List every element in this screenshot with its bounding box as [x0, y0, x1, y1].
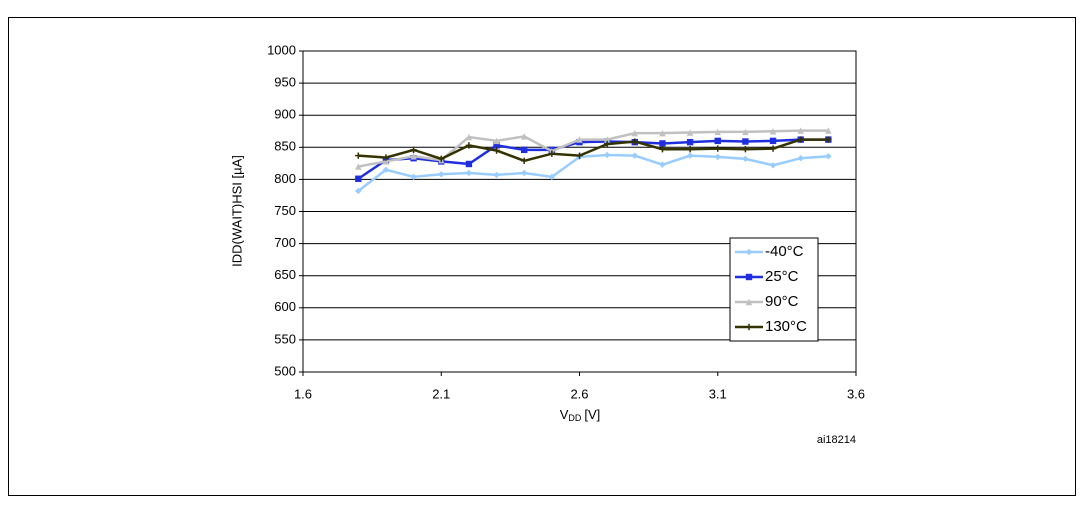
- marker: [521, 157, 528, 164]
- marker: [659, 161, 666, 168]
- marker: [355, 152, 362, 159]
- legend-label: 130°C: [765, 318, 807, 335]
- x-label-sub: DD: [568, 413, 581, 423]
- marker: [769, 145, 777, 152]
- marker: [686, 129, 694, 136]
- marker: [742, 128, 749, 136]
- marker: [410, 153, 417, 160]
- y-tick-label: 500: [274, 363, 296, 378]
- x-tick-label: 3.6: [847, 386, 865, 401]
- figure-id: ai18214: [817, 434, 856, 446]
- marker: [382, 158, 390, 165]
- marker: [382, 154, 390, 161]
- marker: [686, 146, 694, 153]
- marker: [410, 173, 417, 181]
- legend-box: [729, 237, 819, 342]
- marker: [438, 171, 445, 178]
- y-tick-label: 800: [274, 171, 296, 186]
- marker: [659, 129, 666, 137]
- marker: [745, 273, 753, 281]
- y-tick-label: 550: [274, 331, 296, 346]
- marker: [410, 146, 417, 154]
- marker: [714, 145, 721, 152]
- x-tick-label: 3.1: [709, 386, 727, 401]
- y-tick-label: 600: [274, 299, 296, 314]
- series-line: [358, 129, 829, 168]
- marker: [576, 152, 583, 159]
- marker: [769, 137, 777, 145]
- marker: [714, 137, 721, 145]
- marker: [465, 142, 473, 149]
- marker: [521, 169, 528, 177]
- y-tick-label: 900: [274, 107, 296, 122]
- legend-label: -40°C: [765, 243, 804, 260]
- marker: [465, 169, 473, 177]
- marker: [521, 146, 528, 154]
- y-tick-label: 950: [274, 75, 296, 90]
- marker: [576, 136, 583, 143]
- x-label-main: V: [560, 407, 569, 422]
- marker: [493, 171, 500, 179]
- y-tick-label: 700: [274, 235, 296, 250]
- marker: [745, 248, 753, 256]
- marker: [603, 151, 611, 159]
- marker: [631, 152, 638, 159]
- x-axis-label: VDD [V]: [560, 407, 601, 423]
- marker: [745, 323, 753, 331]
- marker: [714, 128, 721, 136]
- marker: [603, 136, 611, 143]
- marker: [493, 147, 500, 154]
- marker: [686, 152, 694, 159]
- marker: [382, 166, 390, 173]
- marker: [745, 298, 753, 306]
- series-line: [357, 153, 829, 192]
- y-tick-label: 750: [274, 203, 296, 218]
- marker: [548, 150, 556, 157]
- marker: [797, 136, 804, 143]
- marker: [438, 155, 445, 163]
- marker: [825, 153, 832, 160]
- marker: [742, 155, 749, 163]
- y-tick-label: 650: [274, 267, 296, 282]
- y-tick-label: 1000: [267, 42, 296, 57]
- x-tick-label: 2.1: [432, 386, 450, 401]
- marker: [355, 187, 362, 195]
- legend-label: 90°C: [765, 293, 799, 310]
- marker: [659, 140, 666, 147]
- x-tick-label: 2.6: [570, 386, 588, 401]
- marker: [548, 173, 556, 181]
- marker: [825, 136, 832, 143]
- marker: [825, 127, 832, 134]
- y-tick-label: 850: [274, 139, 296, 154]
- marker: [742, 138, 749, 145]
- marker: [465, 160, 473, 168]
- marker: [355, 163, 362, 170]
- marker: [521, 133, 528, 140]
- legend-label: 25°C: [765, 268, 799, 285]
- series-line: [357, 138, 829, 180]
- x-tick-label: 1.6: [294, 386, 312, 401]
- marker: [465, 133, 473, 141]
- frame: [8, 17, 1076, 496]
- series-line: [358, 138, 829, 163]
- marker: [603, 140, 611, 148]
- marker: [659, 146, 666, 153]
- marker: [797, 155, 804, 162]
- marker: [742, 146, 749, 153]
- marker: [493, 142, 500, 149]
- marker: [631, 138, 638, 145]
- marker: [797, 127, 804, 134]
- x-label-unit: [V]: [584, 407, 600, 422]
- marker: [631, 129, 638, 137]
- marker: [769, 162, 777, 169]
- y-axis-label: IDD(WAIT)HSI [µA]: [229, 155, 244, 267]
- marker: [714, 153, 721, 161]
- marker: [493, 137, 500, 145]
- marker: [769, 128, 777, 135]
- marker: [686, 138, 694, 146]
- marker: [355, 175, 362, 182]
